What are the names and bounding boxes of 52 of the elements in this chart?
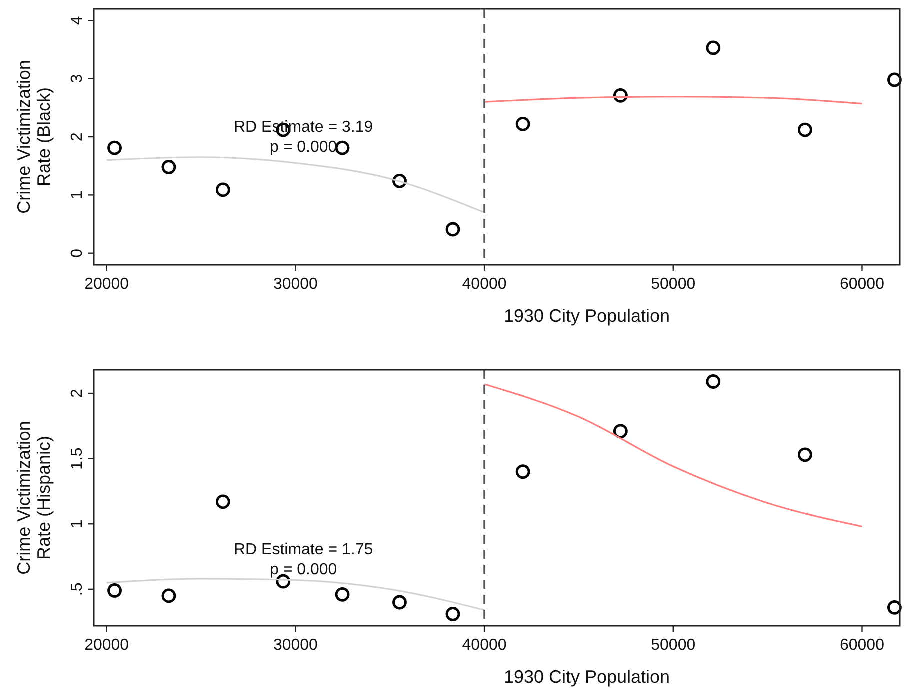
point — [516, 117, 530, 132]
point — [216, 494, 230, 510]
point — [888, 600, 902, 615]
y-tick-label: 1 — [69, 190, 86, 200]
x-tick-label: 30000 — [273, 276, 318, 293]
line-series — [106, 578, 486, 612]
x-tick-label: 30000 — [273, 637, 318, 654]
point — [216, 182, 230, 198]
y-tick-label: 2 — [69, 388, 86, 398]
point — [108, 584, 122, 598]
point — [446, 222, 460, 237]
x-axis-title: 1930 City Population — [504, 667, 670, 687]
point — [888, 72, 902, 88]
y-tick-label: .5 — [69, 582, 86, 596]
point — [706, 40, 721, 56]
y-axis-title: Crime Victimization Rate (Hispanic) — [14, 421, 54, 575]
point — [446, 607, 460, 622]
annotation: RD Estimate = 1.75 — [234, 541, 374, 558]
point — [392, 174, 407, 188]
point — [162, 588, 176, 604]
x-tick-label: 20000 — [84, 276, 130, 293]
annotation: p = 0.000 — [270, 138, 338, 156]
point — [108, 140, 122, 156]
point — [798, 448, 812, 462]
annotation: p = 0.000 — [270, 561, 338, 578]
line-series — [484, 96, 864, 105]
y-tick-label: 1 — [69, 520, 86, 529]
x-axis-title: 1930 City Population — [504, 306, 670, 326]
x-tick-label: 50000 — [651, 276, 696, 293]
line-series — [106, 156, 486, 214]
y-tick-label: 4 — [69, 16, 86, 26]
point — [516, 464, 530, 480]
y-tick-label: 1.5 — [69, 448, 86, 470]
y-axis-title: Crime Victimization Rate (Black) — [14, 60, 54, 214]
x-tick-label: 60000 — [840, 276, 885, 293]
point — [335, 587, 350, 602]
x-tick-label: 50000 — [651, 637, 696, 654]
point — [798, 122, 812, 138]
x-tick-label: 20000 — [84, 637, 130, 654]
y-tick-label: 2 — [69, 132, 86, 142]
point — [392, 595, 407, 610]
y-tick-label: 3 — [69, 74, 86, 84]
point — [706, 374, 721, 389]
x-tick-label: 40000 — [462, 637, 507, 654]
y-tick-label: 0 — [69, 248, 86, 258]
point — [335, 140, 350, 156]
x-tick-label: 60000 — [840, 637, 885, 654]
point — [613, 88, 628, 103]
point — [162, 160, 176, 174]
point — [613, 424, 628, 439]
x-tick-label: 40000 — [462, 276, 507, 293]
line-series — [484, 384, 864, 528]
